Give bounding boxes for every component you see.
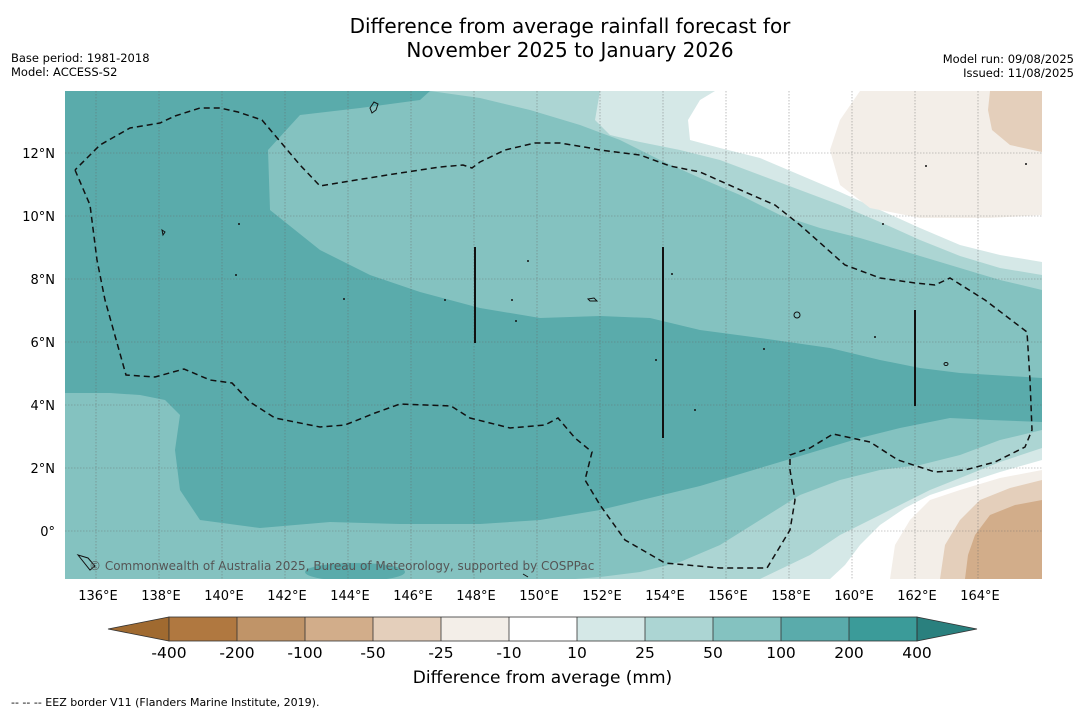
- colorbar-label: 400: [902, 644, 932, 662]
- lon-tick: 146°E: [393, 589, 433, 604]
- latitude-axis: 12°N 10°N 8°N 6°N 4°N 2°N 0°: [22, 147, 55, 540]
- title-line-2: November 2025 to January 2026: [406, 38, 734, 62]
- copyright-text: © Commonwealth of Australia 2025, Bureau…: [89, 559, 594, 573]
- colorbar-swatch: [305, 617, 373, 641]
- colorbar-swatch: [849, 617, 917, 641]
- lon-tick: 154°E: [645, 589, 685, 604]
- lon-tick: 144°E: [330, 589, 370, 604]
- colorbar-label: -100: [287, 644, 322, 662]
- lon-tick: 142°E: [267, 589, 307, 604]
- boundary-lines: [474, 247, 916, 438]
- lat-tick: 10°N: [22, 210, 55, 225]
- colorbar-swatch: [373, 617, 441, 641]
- model-text: Model: ACCESS-S2: [11, 65, 118, 79]
- colorbar-label: 200: [834, 644, 864, 662]
- colorbar-label: -10: [496, 644, 521, 662]
- lon-tick: 164°E: [960, 589, 1000, 604]
- title-line-1: Difference from average rainfall forecas…: [349, 14, 791, 38]
- lat-tick: 12°N: [22, 147, 55, 162]
- atolls: [235, 163, 1027, 411]
- colorbar-swatch: [645, 617, 713, 641]
- colorbar-label: -400: [151, 644, 186, 662]
- model-run-text: Model run: 09/08/2025: [942, 52, 1074, 66]
- lat-tick: 2°N: [31, 462, 56, 477]
- base-model-info: Base period: 1981-2018 Model: ACCESS-S2: [11, 51, 150, 79]
- colorbar-title: Difference from average (mm): [412, 668, 673, 688]
- islands: [76, 101, 949, 578]
- colorbar-swatch: [713, 617, 781, 641]
- colorbar-swatch: [441, 617, 509, 641]
- colorbar-dividers: [236, 617, 850, 641]
- colorbar-extend-high: [916, 616, 978, 642]
- colorbar-labels: -400 -200 -100 -50 -25 -10 10 25 50 100 …: [151, 644, 931, 662]
- colorbar-swatch: [781, 617, 849, 641]
- colorbar-label: 100: [766, 644, 796, 662]
- map-title: Difference from average rainfall forecas…: [220, 14, 920, 62]
- map-plot-area: © Commonwealth of Australia 2025, Bureau…: [65, 91, 1042, 579]
- band-100-200-patch: [305, 563, 405, 579]
- colorbar-extend-low: [107, 616, 170, 642]
- colorbar-label: 10: [567, 644, 587, 662]
- longitude-axis: 136°E 138°E 140°E 142°E 144°E 146°E 148°…: [78, 589, 1000, 604]
- colorbar-swatch: [169, 617, 237, 641]
- run-issue-info: Model run: 09/08/2025 Issued: 11/08/2025: [943, 52, 1074, 80]
- lon-tick: 140°E: [204, 589, 244, 604]
- base-period-text: Base period: 1981-2018: [11, 51, 150, 65]
- lat-tick: 4°N: [31, 399, 56, 414]
- band-minus-10-25: [830, 91, 1042, 579]
- band-100-200: [65, 91, 1042, 528]
- lon-tick: 138°E: [141, 589, 181, 604]
- issued-text: Issued: 11/08/2025: [963, 66, 1074, 80]
- colorbar-swatch: [577, 617, 645, 641]
- lon-tick: 148°E: [456, 589, 496, 604]
- lon-tick: 162°E: [897, 589, 937, 604]
- eez-border: [74, 107, 1033, 569]
- lat-tick: 8°N: [31, 273, 56, 288]
- colorbar-label: -200: [219, 644, 254, 662]
- lon-tick: 150°E: [519, 589, 559, 604]
- lat-tick: 6°N: [31, 336, 56, 351]
- eez-footnote: -- -- -- EEZ border V11 (Flanders Marine…: [11, 696, 320, 709]
- lon-tick: 136°E: [78, 589, 118, 604]
- lon-tick: 156°E: [708, 589, 748, 604]
- lon-tick: 152°E: [582, 589, 622, 604]
- band-minus-50-100: [965, 500, 1042, 579]
- colorbar: -400 -200 -100 -50 -25 -10 10 25 50 100 …: [107, 616, 978, 662]
- colorbar-swatch: [237, 617, 305, 641]
- lon-tick: 160°E: [834, 589, 874, 604]
- lat-tick: 0°: [40, 525, 55, 540]
- colorbar-label: 25: [635, 644, 655, 662]
- colorbar-swatch: [509, 617, 577, 641]
- colorbar-label: -50: [360, 644, 385, 662]
- colorbar-frame: [168, 616, 918, 642]
- colorbar-label: -25: [428, 644, 453, 662]
- lon-tick: 158°E: [771, 589, 811, 604]
- colorbar-label: 50: [703, 644, 723, 662]
